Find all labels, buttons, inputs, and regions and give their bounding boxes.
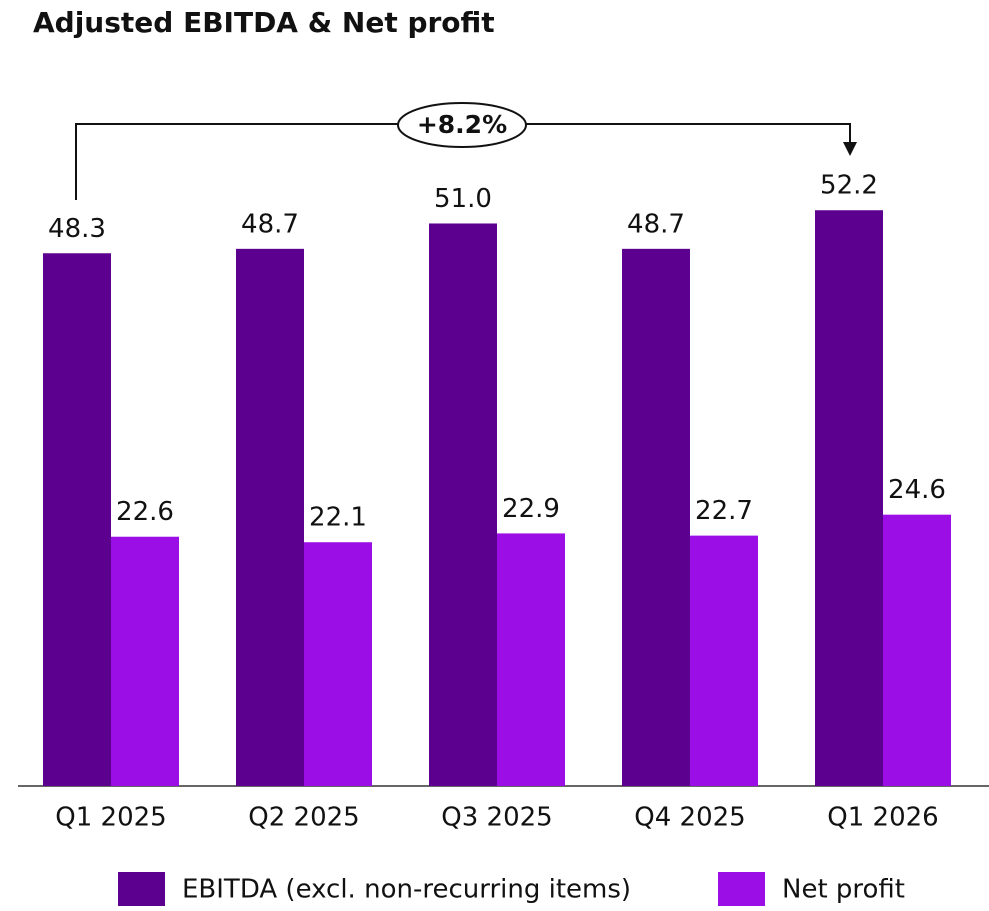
- bar: [111, 536, 179, 786]
- legend-swatch: [118, 872, 165, 906]
- value-label: 48.7: [241, 209, 299, 239]
- annotation-ellipse: [397, 102, 527, 148]
- bar: [497, 533, 565, 786]
- value-label: 22.6: [116, 497, 174, 527]
- value-label: 22.1: [309, 503, 367, 533]
- bar: [43, 253, 111, 787]
- value-label: 52.2: [820, 171, 878, 201]
- x-tick-label: Q2 2025: [248, 803, 359, 833]
- value-label: 48.3: [48, 214, 106, 244]
- x-tick-label: Q1 2025: [55, 803, 166, 833]
- bar: [690, 535, 758, 786]
- value-label: 22.7: [695, 496, 753, 526]
- bar: [304, 542, 372, 786]
- value-label: 48.7: [627, 209, 685, 239]
- bracket: [75, 123, 851, 200]
- legend-label: EBITDA (excl. non-recurring items): [182, 875, 631, 905]
- value-label: 22.9: [502, 494, 560, 524]
- value-label: 24.6: [888, 475, 946, 505]
- value-label: 51.0: [434, 184, 492, 214]
- bar: [622, 248, 690, 787]
- bar: [236, 248, 304, 787]
- bar: [883, 514, 951, 786]
- legend-label: Net profit: [782, 875, 905, 905]
- x-tick-label: Q4 2025: [634, 803, 745, 833]
- chart-title: Adjusted EBITDA & Net profit: [33, 6, 495, 39]
- x-tick-label: Q3 2025: [441, 803, 552, 833]
- legend-swatch: [718, 872, 765, 906]
- x-tick-label: Q1 2026: [827, 803, 938, 833]
- bar: [815, 210, 883, 786]
- arrow-head: [843, 142, 857, 156]
- bar: [429, 223, 497, 787]
- annotation: +8.2%: [417, 110, 507, 139]
